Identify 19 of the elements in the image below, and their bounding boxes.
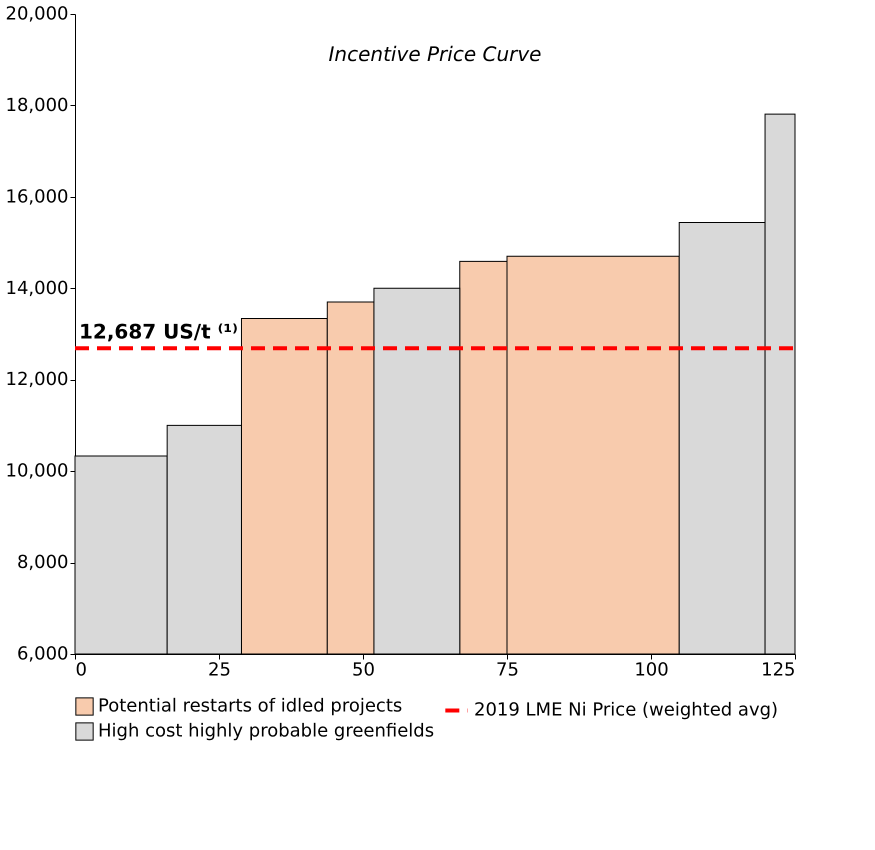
legend-label: 2019 LME Ni Price (weighted avg) [474, 700, 778, 720]
y-tick-label: 18,000 [6, 94, 68, 116]
text: Incentive Price Curve [328, 42, 542, 66]
y-tick-label: 12,000 [6, 369, 68, 390]
y-tick-label: 8,000 [16, 552, 68, 574]
legend-label: High cost highly probable greenfields [98, 720, 434, 742]
y-tick-label: 16,000 [6, 186, 68, 208]
x-tick-label: 75 [496, 660, 519, 680]
y-tick-label: 20,000 [6, 4, 68, 24]
annotation: 12,687 US/t ⁽¹⁾ [79, 319, 238, 344]
x-tick-label: 100 [634, 660, 669, 680]
x-tick-label: 0 [76, 660, 87, 680]
y-tick-label: 6,000 [16, 644, 68, 664]
legend-label: Potential restarts of idled projects [98, 696, 402, 716]
y-tick-label: 10,000 [6, 460, 68, 482]
x-tick-label: 50 [352, 660, 375, 680]
y-tick-label: 14,000 [6, 278, 68, 299]
x-tick-label: 25 [208, 660, 231, 680]
x-tick-label: 125 [761, 660, 796, 680]
